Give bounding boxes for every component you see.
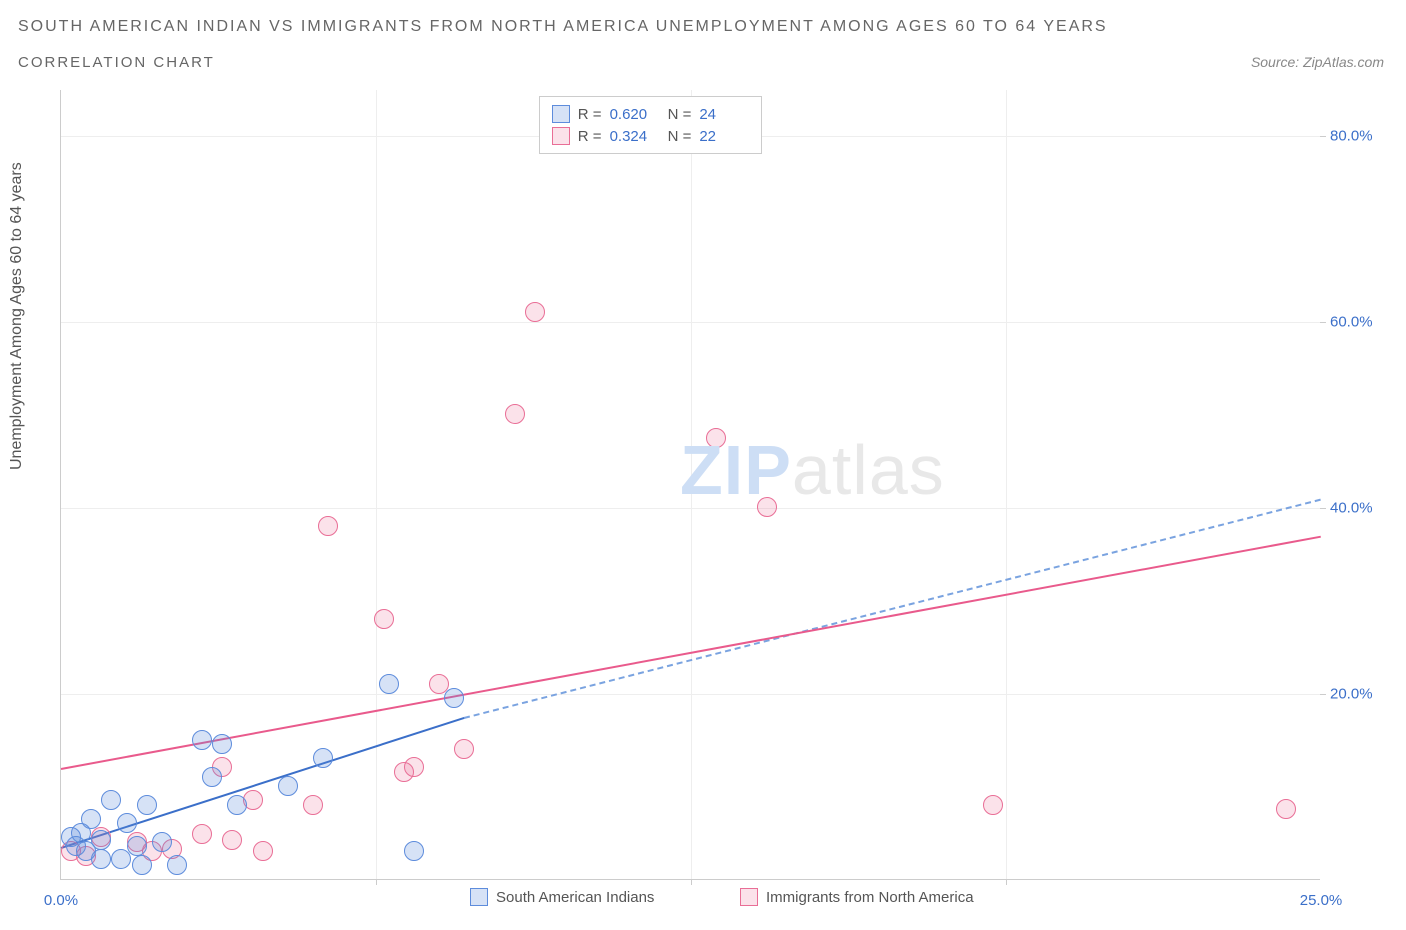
legend-swatch bbox=[740, 888, 758, 906]
x-tick-label: 0.0% bbox=[44, 892, 78, 909]
legend-swatch bbox=[470, 888, 488, 906]
stats-box: R = 0.620 N = 24 R = 0.324 N = 22 bbox=[539, 96, 763, 154]
stats-row-b: R = 0.324 N = 22 bbox=[552, 125, 750, 147]
point-series-b bbox=[303, 795, 323, 815]
plot-area: 20.0%40.0%60.0%80.0%0.0%25.0% bbox=[60, 90, 1320, 880]
y-tick-mark bbox=[1320, 136, 1326, 137]
stats-row-a: R = 0.620 N = 24 bbox=[552, 103, 750, 125]
point-series-a bbox=[444, 688, 464, 708]
y-tick-label: 40.0% bbox=[1330, 500, 1390, 517]
swatch-pink bbox=[552, 127, 570, 145]
y-tick-label: 80.0% bbox=[1330, 128, 1390, 145]
gridline-v bbox=[1006, 90, 1007, 879]
point-series-b bbox=[505, 404, 525, 424]
x-tick-label: 25.0% bbox=[1300, 892, 1343, 909]
r-label: R = bbox=[578, 128, 602, 145]
point-series-a bbox=[227, 795, 247, 815]
point-series-b bbox=[454, 739, 474, 759]
point-series-a bbox=[127, 836, 147, 856]
point-series-a bbox=[132, 855, 152, 875]
point-series-b bbox=[1276, 799, 1296, 819]
point-series-b bbox=[374, 609, 394, 629]
point-series-a bbox=[152, 832, 172, 852]
point-series-b bbox=[253, 841, 273, 861]
y-tick-label: 60.0% bbox=[1330, 314, 1390, 331]
point-series-a bbox=[313, 748, 333, 768]
n-value-b: 22 bbox=[699, 128, 749, 145]
point-series-b bbox=[318, 516, 338, 536]
gridline-v bbox=[376, 90, 377, 879]
legend-label: Immigrants from North America bbox=[766, 889, 974, 906]
point-series-a bbox=[192, 730, 212, 750]
point-series-a bbox=[81, 809, 101, 829]
y-tick-label: 20.0% bbox=[1330, 686, 1390, 703]
gridline-v bbox=[691, 90, 692, 879]
n-label: N = bbox=[668, 128, 692, 145]
point-series-b bbox=[525, 302, 545, 322]
point-series-a bbox=[278, 776, 298, 796]
point-series-a bbox=[91, 849, 111, 869]
trend-line bbox=[464, 499, 1321, 719]
y-tick-mark bbox=[1320, 508, 1326, 509]
x-tick-mark bbox=[1006, 879, 1007, 885]
x-tick-mark bbox=[691, 879, 692, 885]
point-series-b bbox=[404, 757, 424, 777]
r-value-a: 0.620 bbox=[610, 106, 660, 123]
point-series-a bbox=[212, 734, 232, 754]
y-tick-mark bbox=[1320, 322, 1326, 323]
legend-b: Immigrants from North America bbox=[740, 888, 974, 906]
y-tick-mark bbox=[1320, 694, 1326, 695]
chart-title: SOUTH AMERICAN INDIAN VS IMMIGRANTS FROM… bbox=[18, 18, 1108, 36]
n-value-a: 24 bbox=[699, 106, 749, 123]
legend-a: South American Indians bbox=[470, 888, 654, 906]
swatch-blue bbox=[552, 105, 570, 123]
point-series-a bbox=[167, 855, 187, 875]
point-series-b bbox=[983, 795, 1003, 815]
point-series-b bbox=[192, 824, 212, 844]
point-series-a bbox=[137, 795, 157, 815]
r-label: R = bbox=[578, 106, 602, 123]
legend-label: South American Indians bbox=[496, 889, 654, 906]
n-label: N = bbox=[668, 106, 692, 123]
point-series-b bbox=[222, 830, 242, 850]
chart-subtitle: CORRELATION CHART bbox=[18, 54, 215, 71]
point-series-a bbox=[404, 841, 424, 861]
point-series-b bbox=[757, 497, 777, 517]
r-value-b: 0.324 bbox=[610, 128, 660, 145]
y-axis-label: Unemployment Among Ages 60 to 64 years bbox=[8, 162, 26, 470]
point-series-a bbox=[202, 767, 222, 787]
point-series-a bbox=[91, 830, 111, 850]
point-series-a bbox=[379, 674, 399, 694]
point-series-a bbox=[101, 790, 121, 810]
x-tick-mark bbox=[376, 879, 377, 885]
point-series-a bbox=[117, 813, 137, 833]
point-series-b bbox=[706, 428, 726, 448]
source-attribution: Source: ZipAtlas.com bbox=[1251, 54, 1384, 70]
